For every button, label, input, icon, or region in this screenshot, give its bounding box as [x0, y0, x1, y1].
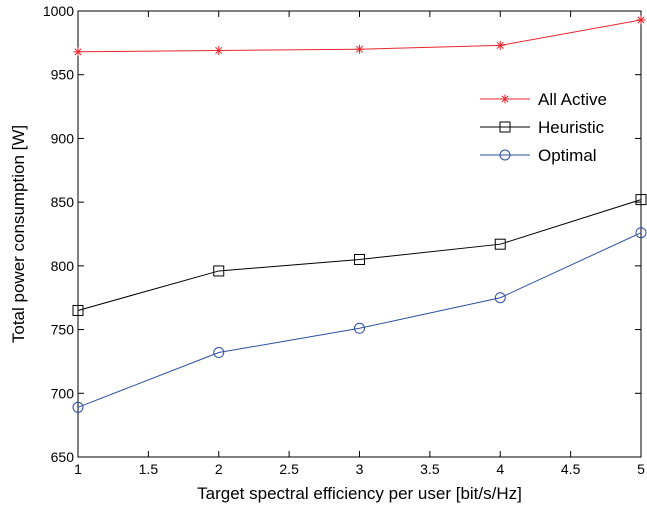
x-tick-label: 3.5 [420, 461, 440, 477]
series-heuristic [72, 194, 647, 316]
x-tick-label: 5 [637, 461, 645, 477]
star-stroke [74, 48, 82, 56]
legend-marker [499, 121, 511, 133]
y-tick-label: 650 [51, 449, 75, 465]
y-tick-label: 900 [51, 130, 75, 146]
x-tick-label: 4.5 [561, 461, 581, 477]
series-optimal [72, 227, 647, 413]
legend: All Active Heuristic Optimal [480, 90, 607, 165]
x-axis-title: Target spectral efficiency per user [bit… [197, 484, 522, 503]
y-tick-label: 850 [51, 194, 75, 210]
legend-item-all-active: All Active [480, 90, 607, 109]
data-point-heuristic [72, 304, 84, 316]
data-point-heuristic [635, 194, 647, 206]
legend-label: All Active [538, 90, 607, 109]
legend-item-optimal: Optimal [480, 146, 597, 165]
data-point-optimal [635, 227, 647, 239]
x-tick-label: 1 [74, 461, 82, 477]
y-axis: 650 700 750 800 850 900 950 1000 [43, 3, 641, 465]
data-point-all-active [355, 44, 364, 54]
data-point-optimal [354, 322, 365, 334]
data-point-heuristic [213, 265, 225, 277]
star-stroke [215, 46, 223, 55]
star-stroke [355, 45, 364, 53]
plot-frame [77, 10, 642, 458]
series-all-active [73, 15, 646, 57]
x-axis: 1 1.5 2 2.5 3 3.5 4 4.5 5 [74, 11, 645, 477]
data-point-all-active [214, 46, 224, 56]
data-point-optimal [213, 347, 225, 359]
data-point-all-active [495, 40, 505, 50]
y-tick-label: 700 [51, 385, 75, 401]
x-tick-label: 2 [215, 461, 223, 477]
y-tick-label: 750 [51, 322, 75, 338]
x-tick-label: 2.5 [279, 461, 299, 477]
data-point-all-active [73, 47, 83, 57]
series-line-optimal [77, 232, 642, 408]
legend-marker [500, 94, 510, 104]
data-point-heuristic [494, 238, 506, 250]
series-layer [72, 15, 647, 413]
y-tick-label: 800 [51, 258, 75, 274]
plot-area [77, 10, 642, 458]
data-point-heuristic [354, 253, 365, 265]
y-tick-label: 950 [51, 67, 75, 83]
data-point-optimal [72, 401, 84, 413]
y-axis-title: Total power consumption [W] [9, 125, 28, 343]
x-tick-label: 3 [356, 461, 364, 477]
legend-marker [499, 149, 511, 161]
star-stroke [501, 95, 509, 103]
x-tick-label: 1.5 [139, 461, 159, 477]
data-point-all-active [636, 15, 646, 25]
legend-item-heuristic: Heuristic [480, 118, 605, 137]
legend-label: Optimal [538, 146, 597, 165]
series-line-heuristic [77, 199, 642, 311]
data-point-optimal [494, 292, 506, 304]
star-stroke [496, 41, 504, 49]
legend-label: Heuristic [538, 118, 605, 137]
y-tick-label: 1000 [43, 3, 74, 19]
x-tick-label: 4 [496, 461, 504, 477]
star-stroke [637, 16, 645, 24]
